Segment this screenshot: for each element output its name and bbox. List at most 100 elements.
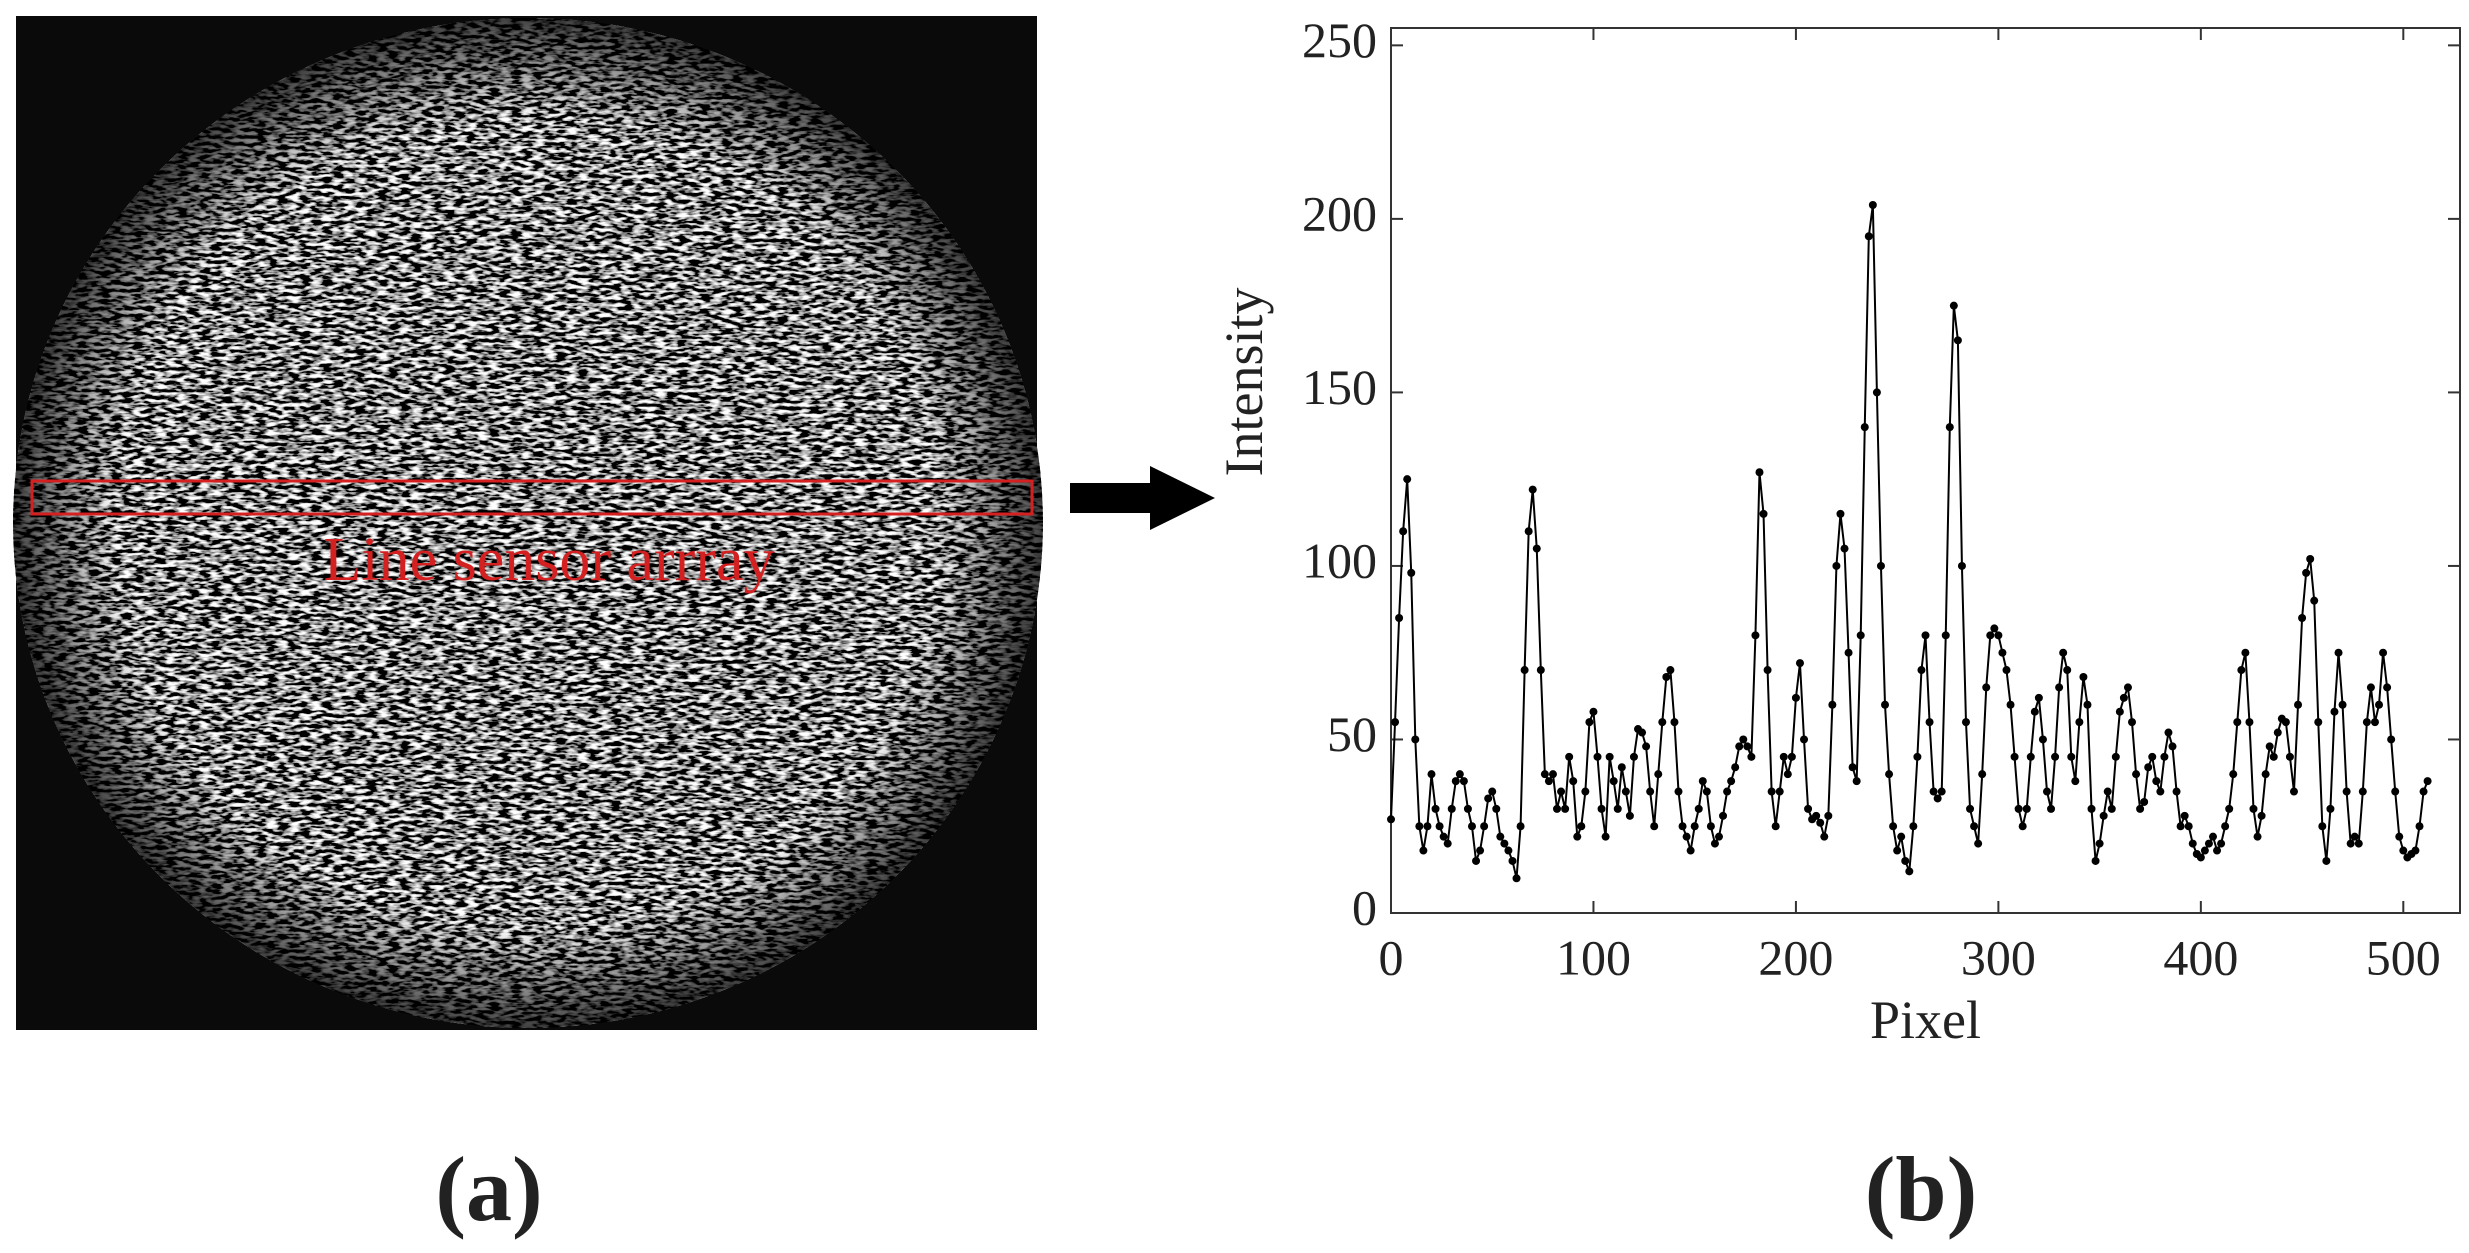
- data-point: [2160, 752, 2169, 761]
- data-point: [2217, 839, 2226, 848]
- data-point: [2055, 683, 2064, 692]
- data-point: [2326, 804, 2335, 813]
- y-tick-label: 50: [1327, 706, 1377, 762]
- data-point: [2168, 742, 2177, 751]
- data-point: [2128, 718, 2137, 727]
- data-point: [2051, 752, 2060, 761]
- data-point: [2188, 839, 2197, 848]
- data-point: [2071, 777, 2080, 786]
- data-point: [2354, 839, 2363, 848]
- data-point: [1613, 804, 1622, 813]
- data-point: [2346, 839, 2355, 848]
- data-point: [1508, 856, 1517, 865]
- data-point: [1949, 301, 1958, 310]
- x-tick-label: 100: [1556, 929, 1631, 985]
- data-point: [1520, 666, 1529, 675]
- data-point: [1779, 752, 1788, 761]
- data-point: [1795, 659, 1804, 668]
- data-point: [2383, 683, 2392, 692]
- chart: 0 50 100 150 200 250 0 100 200 300 400 500 Pixel Inte…: [1214, 12, 2461, 1050]
- data-point: [1974, 839, 1983, 848]
- data-point: [1569, 777, 1578, 786]
- data-point: [1500, 839, 1509, 848]
- data-point: [1435, 822, 1444, 831]
- data-point: [2010, 752, 2019, 761]
- data-point: [2285, 752, 2294, 761]
- data-point: [1966, 804, 1975, 813]
- data-point: [1743, 742, 1752, 751]
- data-point: [1423, 822, 1432, 831]
- data-point: [1601, 832, 1610, 841]
- data-point: [2225, 804, 2234, 813]
- image-annotation: Line sensor arrray: [323, 526, 774, 594]
- data-point: [1476, 846, 1485, 855]
- data-point: [1832, 561, 1841, 570]
- data-point: [2358, 787, 2367, 796]
- data-point: [2395, 832, 2404, 841]
- data-point: [1702, 787, 1711, 796]
- data-point: [1488, 787, 1497, 796]
- data-point: [1990, 624, 1999, 633]
- data-point: [1844, 648, 1853, 657]
- data-point: [2289, 787, 2298, 796]
- data-point: [1727, 777, 1736, 786]
- data-point: [2006, 700, 2015, 709]
- data-point: [2164, 728, 2173, 737]
- data-point: [1706, 822, 1715, 831]
- data-point: [2111, 752, 2120, 761]
- data-point: [2241, 648, 2250, 657]
- data-point: [1998, 648, 2007, 657]
- panel-label: (b): [1865, 1138, 1977, 1240]
- data-point: [2184, 822, 2193, 831]
- data-point: [2042, 787, 2051, 796]
- data-point: [1812, 811, 1821, 820]
- data-point: [2302, 568, 2311, 577]
- data-point: [1621, 787, 1630, 796]
- data-point: [2342, 787, 2351, 796]
- data-point: [2083, 700, 2092, 709]
- data-point: [1994, 631, 2003, 640]
- data-point: [1885, 770, 1894, 779]
- data-point: [1492, 804, 1501, 813]
- data-point: [1775, 787, 1784, 796]
- data-point: [1407, 568, 1416, 577]
- data-point: [1658, 718, 1667, 727]
- data-point: [2338, 700, 2347, 709]
- data-point: [2330, 707, 2339, 716]
- data-point: [2152, 777, 2161, 786]
- data-point: [2411, 846, 2420, 855]
- data-point: [2087, 804, 2096, 813]
- data-point: [1387, 815, 1395, 824]
- x-tick-label: 300: [1961, 929, 2036, 985]
- data-point: [1638, 728, 1647, 737]
- data-point: [2208, 832, 2217, 841]
- data-point: [1447, 804, 1456, 813]
- data-point: [2038, 735, 2047, 744]
- data-point: [1403, 475, 1412, 484]
- vignette: [13, 18, 1043, 1028]
- data-point: [1427, 770, 1436, 779]
- data-point: [2245, 718, 2254, 727]
- data-point: [1472, 856, 1481, 865]
- data-point: [1783, 770, 1792, 779]
- data-point: [1581, 787, 1590, 796]
- data-point: [1666, 666, 1675, 675]
- y-tick-label: 0: [1352, 879, 1377, 935]
- data-point: [1723, 787, 1732, 796]
- data-point: [2261, 770, 2270, 779]
- data-point: [1557, 787, 1566, 796]
- data-point: [1577, 822, 1586, 831]
- data-point: [1751, 631, 1760, 640]
- data-point: [2221, 822, 2230, 831]
- data-point: [1937, 787, 1946, 796]
- data-point: [2298, 614, 2307, 622]
- data-point: [1686, 846, 1695, 855]
- y-tick-label: 200: [1302, 185, 1377, 241]
- data-point: [1881, 700, 1890, 709]
- data-point: [2253, 832, 2262, 841]
- data-point: [1625, 811, 1634, 820]
- data-point: [1735, 742, 1744, 751]
- data-point: [1986, 631, 1995, 640]
- speckle-image: Line sensor arrray: [13, 16, 1043, 1030]
